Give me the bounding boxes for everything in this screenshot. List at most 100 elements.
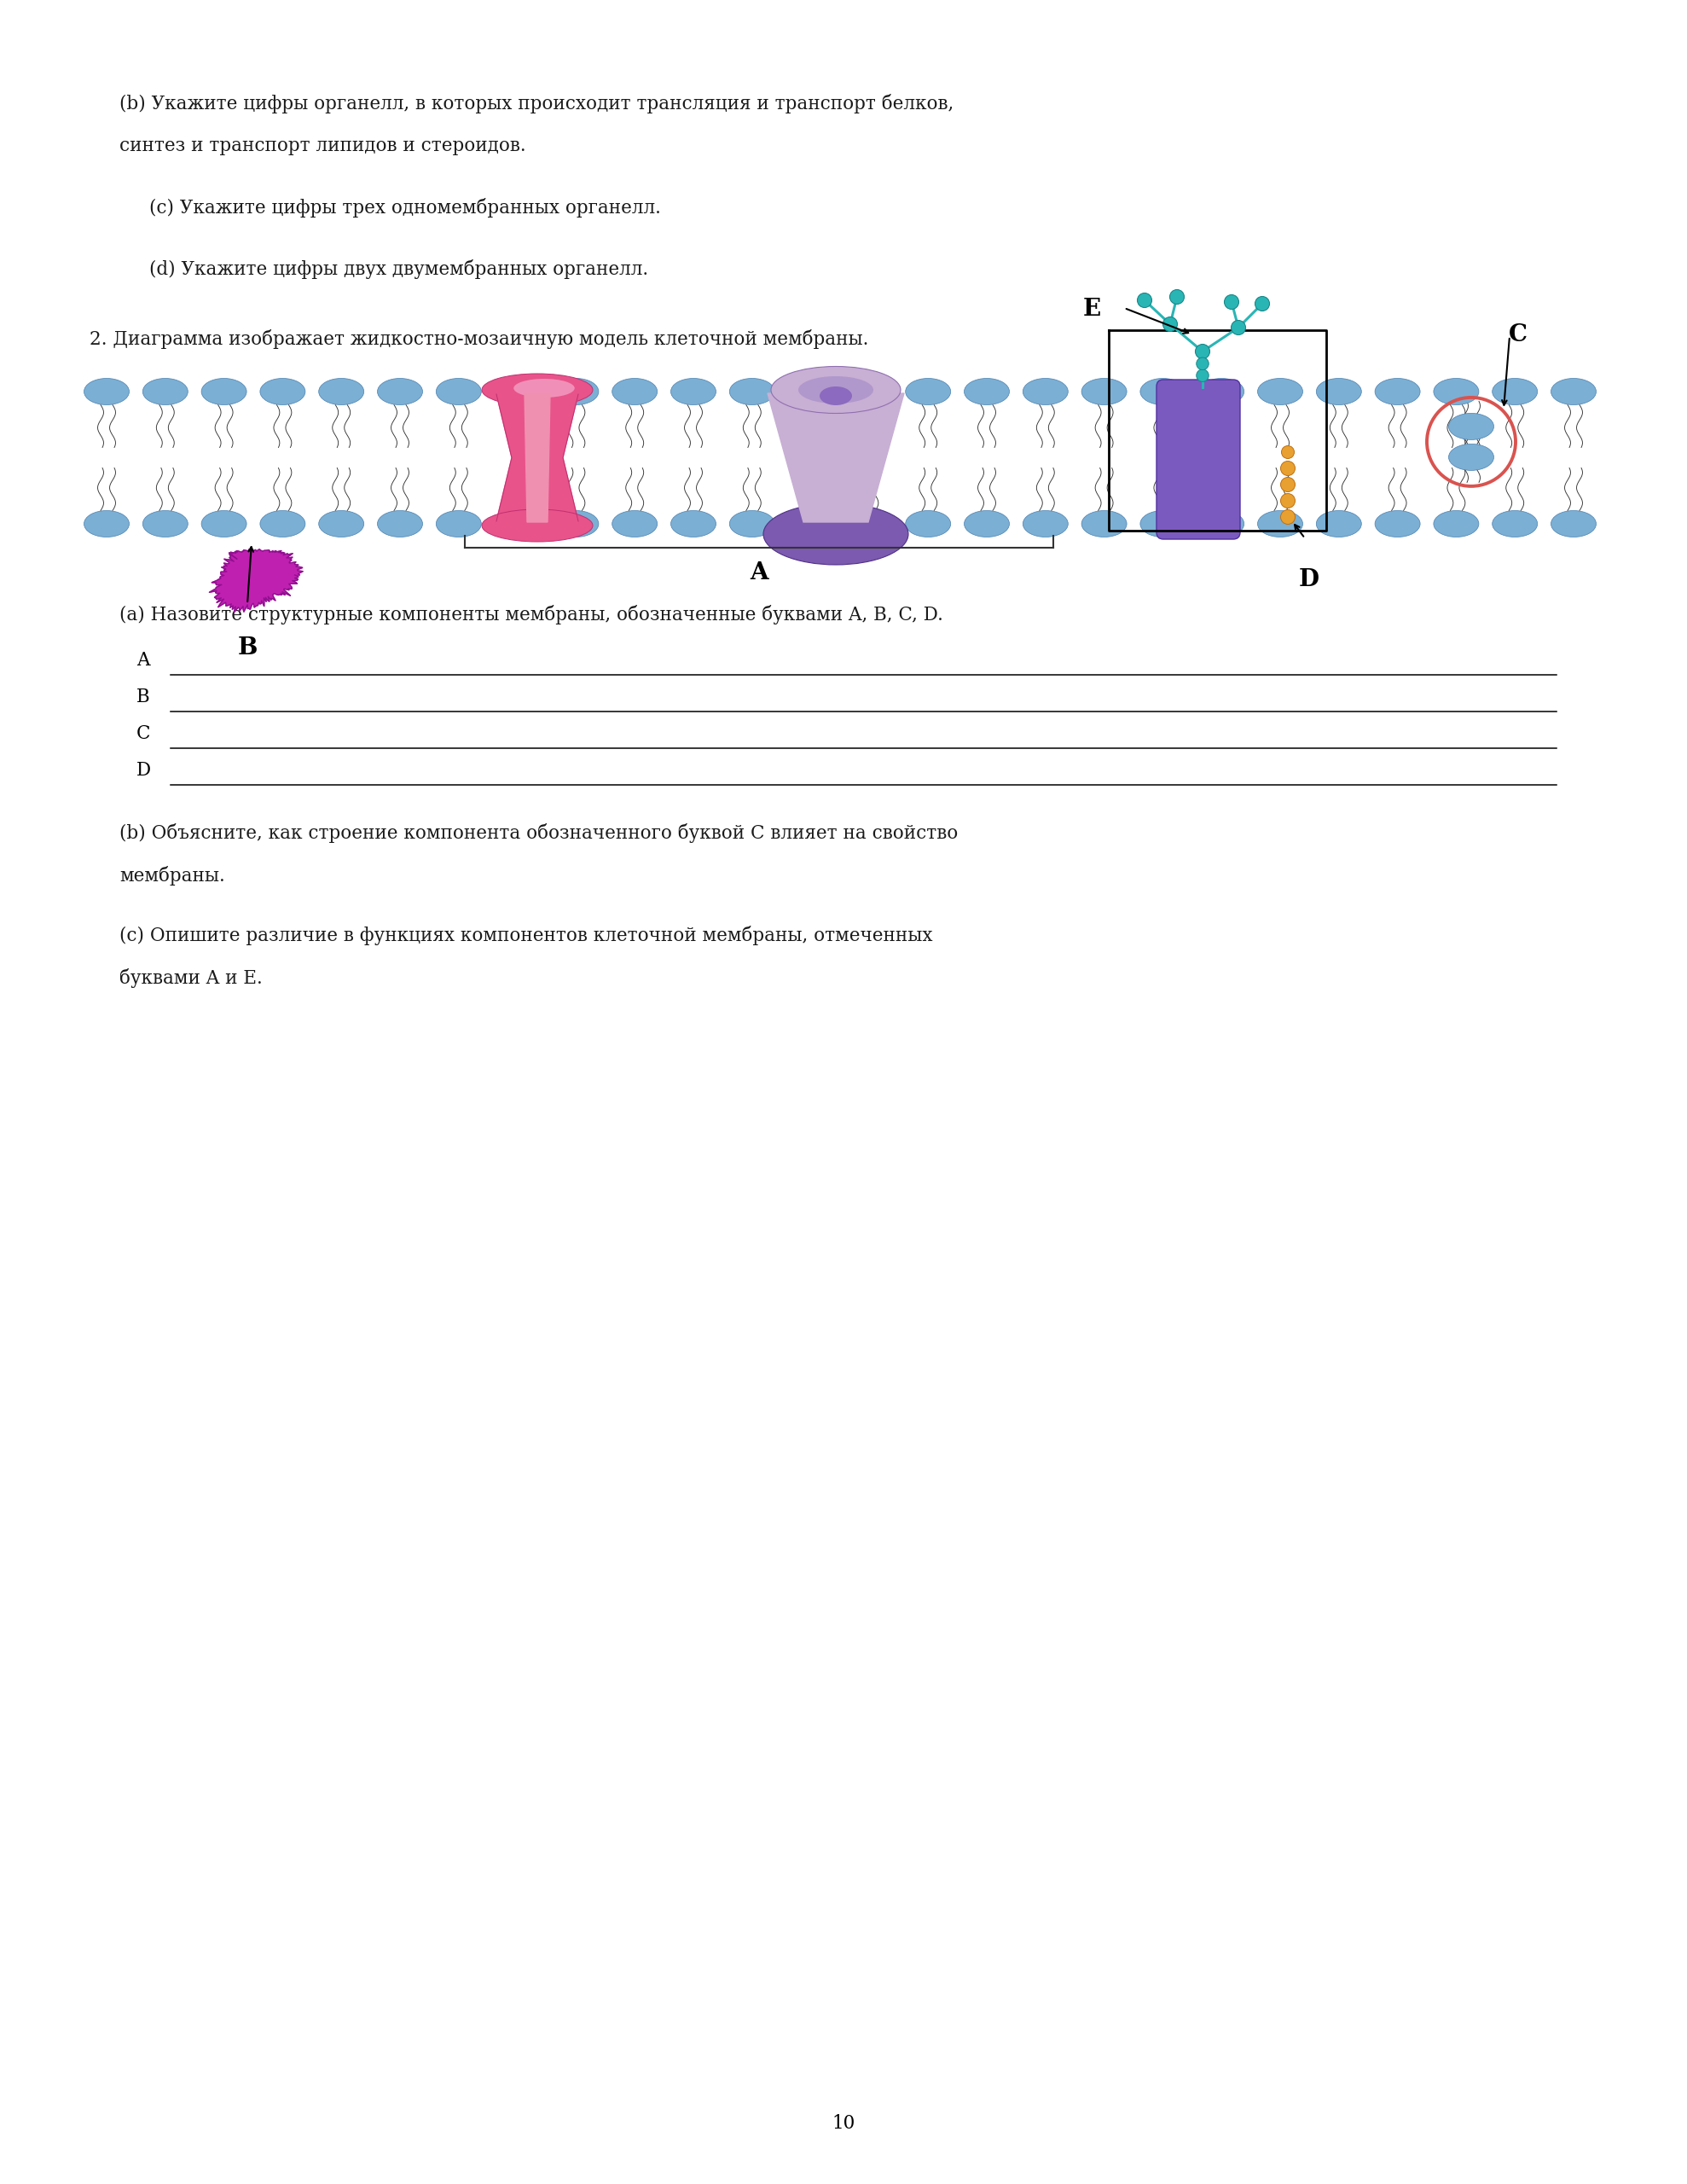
Ellipse shape xyxy=(553,511,599,537)
Ellipse shape xyxy=(788,378,833,404)
Circle shape xyxy=(1282,446,1294,459)
Text: мембраны.: мембраны. xyxy=(120,865,224,885)
Ellipse shape xyxy=(1257,378,1302,404)
Circle shape xyxy=(1196,358,1208,369)
Ellipse shape xyxy=(1199,511,1243,537)
Text: буквами A и E.: буквами A и E. xyxy=(120,968,263,987)
Ellipse shape xyxy=(1375,378,1420,404)
Text: 10: 10 xyxy=(832,2114,855,2134)
Circle shape xyxy=(1280,494,1296,509)
Text: (a) Назовите структурные компоненты мембраны, обозначенные буквами A, B, C, D.: (a) Назовите структурные компоненты мемб… xyxy=(120,605,943,625)
Ellipse shape xyxy=(1434,378,1479,404)
Polygon shape xyxy=(525,393,550,522)
Ellipse shape xyxy=(729,511,774,537)
Ellipse shape xyxy=(513,378,575,397)
Ellipse shape xyxy=(612,378,658,404)
Text: E: E xyxy=(1083,297,1100,321)
Ellipse shape xyxy=(553,378,599,404)
Ellipse shape xyxy=(1449,413,1493,439)
Ellipse shape xyxy=(84,511,130,537)
Ellipse shape xyxy=(671,378,715,404)
Ellipse shape xyxy=(482,509,592,542)
Circle shape xyxy=(1169,290,1184,304)
Ellipse shape xyxy=(820,387,852,406)
Circle shape xyxy=(1232,321,1245,334)
Ellipse shape xyxy=(378,511,423,537)
Ellipse shape xyxy=(494,511,540,537)
Text: C: C xyxy=(137,725,150,743)
Circle shape xyxy=(1196,369,1208,382)
Text: (d) Укажите цифры двух двумембранных органелл.: (d) Укажите цифры двух двумембранных орг… xyxy=(148,260,648,280)
Circle shape xyxy=(1196,345,1210,358)
Ellipse shape xyxy=(847,511,892,537)
Ellipse shape xyxy=(906,378,951,404)
Text: D: D xyxy=(1299,568,1319,592)
Circle shape xyxy=(1280,478,1296,491)
Ellipse shape xyxy=(143,378,187,404)
Ellipse shape xyxy=(84,378,130,404)
Polygon shape xyxy=(768,393,904,522)
Text: 2. Диаграмма изображает жидкостно-мозаичную модель клеточной мембраны.: 2. Диаграмма изображает жидкостно-мозаич… xyxy=(89,330,869,349)
Ellipse shape xyxy=(319,378,364,404)
Ellipse shape xyxy=(1375,511,1420,537)
Ellipse shape xyxy=(1140,511,1186,537)
Ellipse shape xyxy=(1493,378,1537,404)
Ellipse shape xyxy=(798,376,874,404)
Ellipse shape xyxy=(612,511,658,537)
Ellipse shape xyxy=(435,378,481,404)
Ellipse shape xyxy=(847,378,892,404)
Ellipse shape xyxy=(965,378,1009,404)
Ellipse shape xyxy=(482,373,592,406)
Ellipse shape xyxy=(201,378,246,404)
Ellipse shape xyxy=(435,511,481,537)
Text: D: D xyxy=(137,760,152,780)
Text: синтез и транспорт липидов и стероидов.: синтез и транспорт липидов и стероидов. xyxy=(120,138,526,155)
Ellipse shape xyxy=(1257,511,1302,537)
Polygon shape xyxy=(209,550,304,612)
FancyBboxPatch shape xyxy=(1157,380,1240,539)
Ellipse shape xyxy=(1550,378,1596,404)
Ellipse shape xyxy=(763,502,908,566)
Text: B: B xyxy=(137,688,150,705)
Ellipse shape xyxy=(260,378,305,404)
Circle shape xyxy=(1280,461,1296,476)
Ellipse shape xyxy=(729,378,774,404)
Circle shape xyxy=(1280,509,1296,524)
Text: B: B xyxy=(238,636,258,660)
Ellipse shape xyxy=(906,511,951,537)
Circle shape xyxy=(1255,297,1270,310)
Text: (c) Укажите цифры трех одномембранных органелл.: (c) Укажите цифры трех одномембранных ор… xyxy=(148,199,661,218)
Ellipse shape xyxy=(788,511,833,537)
Ellipse shape xyxy=(1434,511,1479,537)
Text: (b) Укажите цифры органелл, в которых происходит трансляция и транспорт белков,: (b) Укажите цифры органелл, в которых пр… xyxy=(120,94,953,114)
Ellipse shape xyxy=(143,511,187,537)
Ellipse shape xyxy=(1081,511,1127,537)
Circle shape xyxy=(1137,293,1152,308)
Polygon shape xyxy=(496,393,579,522)
Ellipse shape xyxy=(1140,378,1186,404)
Ellipse shape xyxy=(965,511,1009,537)
Circle shape xyxy=(1162,317,1178,332)
Ellipse shape xyxy=(319,511,364,537)
Ellipse shape xyxy=(671,511,715,537)
Circle shape xyxy=(1225,295,1238,310)
Ellipse shape xyxy=(1022,511,1068,537)
Ellipse shape xyxy=(494,378,540,404)
Ellipse shape xyxy=(1022,378,1068,404)
Text: (c) Опишите различие в функциях компонентов клеточной мембраны, отмеченных: (c) Опишите различие в функциях компонен… xyxy=(120,926,933,946)
Ellipse shape xyxy=(1081,378,1127,404)
Ellipse shape xyxy=(1316,511,1361,537)
Text: C: C xyxy=(1508,323,1527,347)
Text: A: A xyxy=(137,651,150,670)
Ellipse shape xyxy=(1449,443,1493,470)
Text: A: A xyxy=(749,561,768,585)
Ellipse shape xyxy=(1199,378,1243,404)
Ellipse shape xyxy=(260,511,305,537)
Ellipse shape xyxy=(201,511,246,537)
Ellipse shape xyxy=(1493,511,1537,537)
Ellipse shape xyxy=(1316,378,1361,404)
Ellipse shape xyxy=(771,367,901,413)
Ellipse shape xyxy=(1550,511,1596,537)
Ellipse shape xyxy=(378,378,423,404)
Text: (b) Объясните, как строение компонента обозначенного буквой C влияет на свойство: (b) Объясните, как строение компонента о… xyxy=(120,823,958,843)
